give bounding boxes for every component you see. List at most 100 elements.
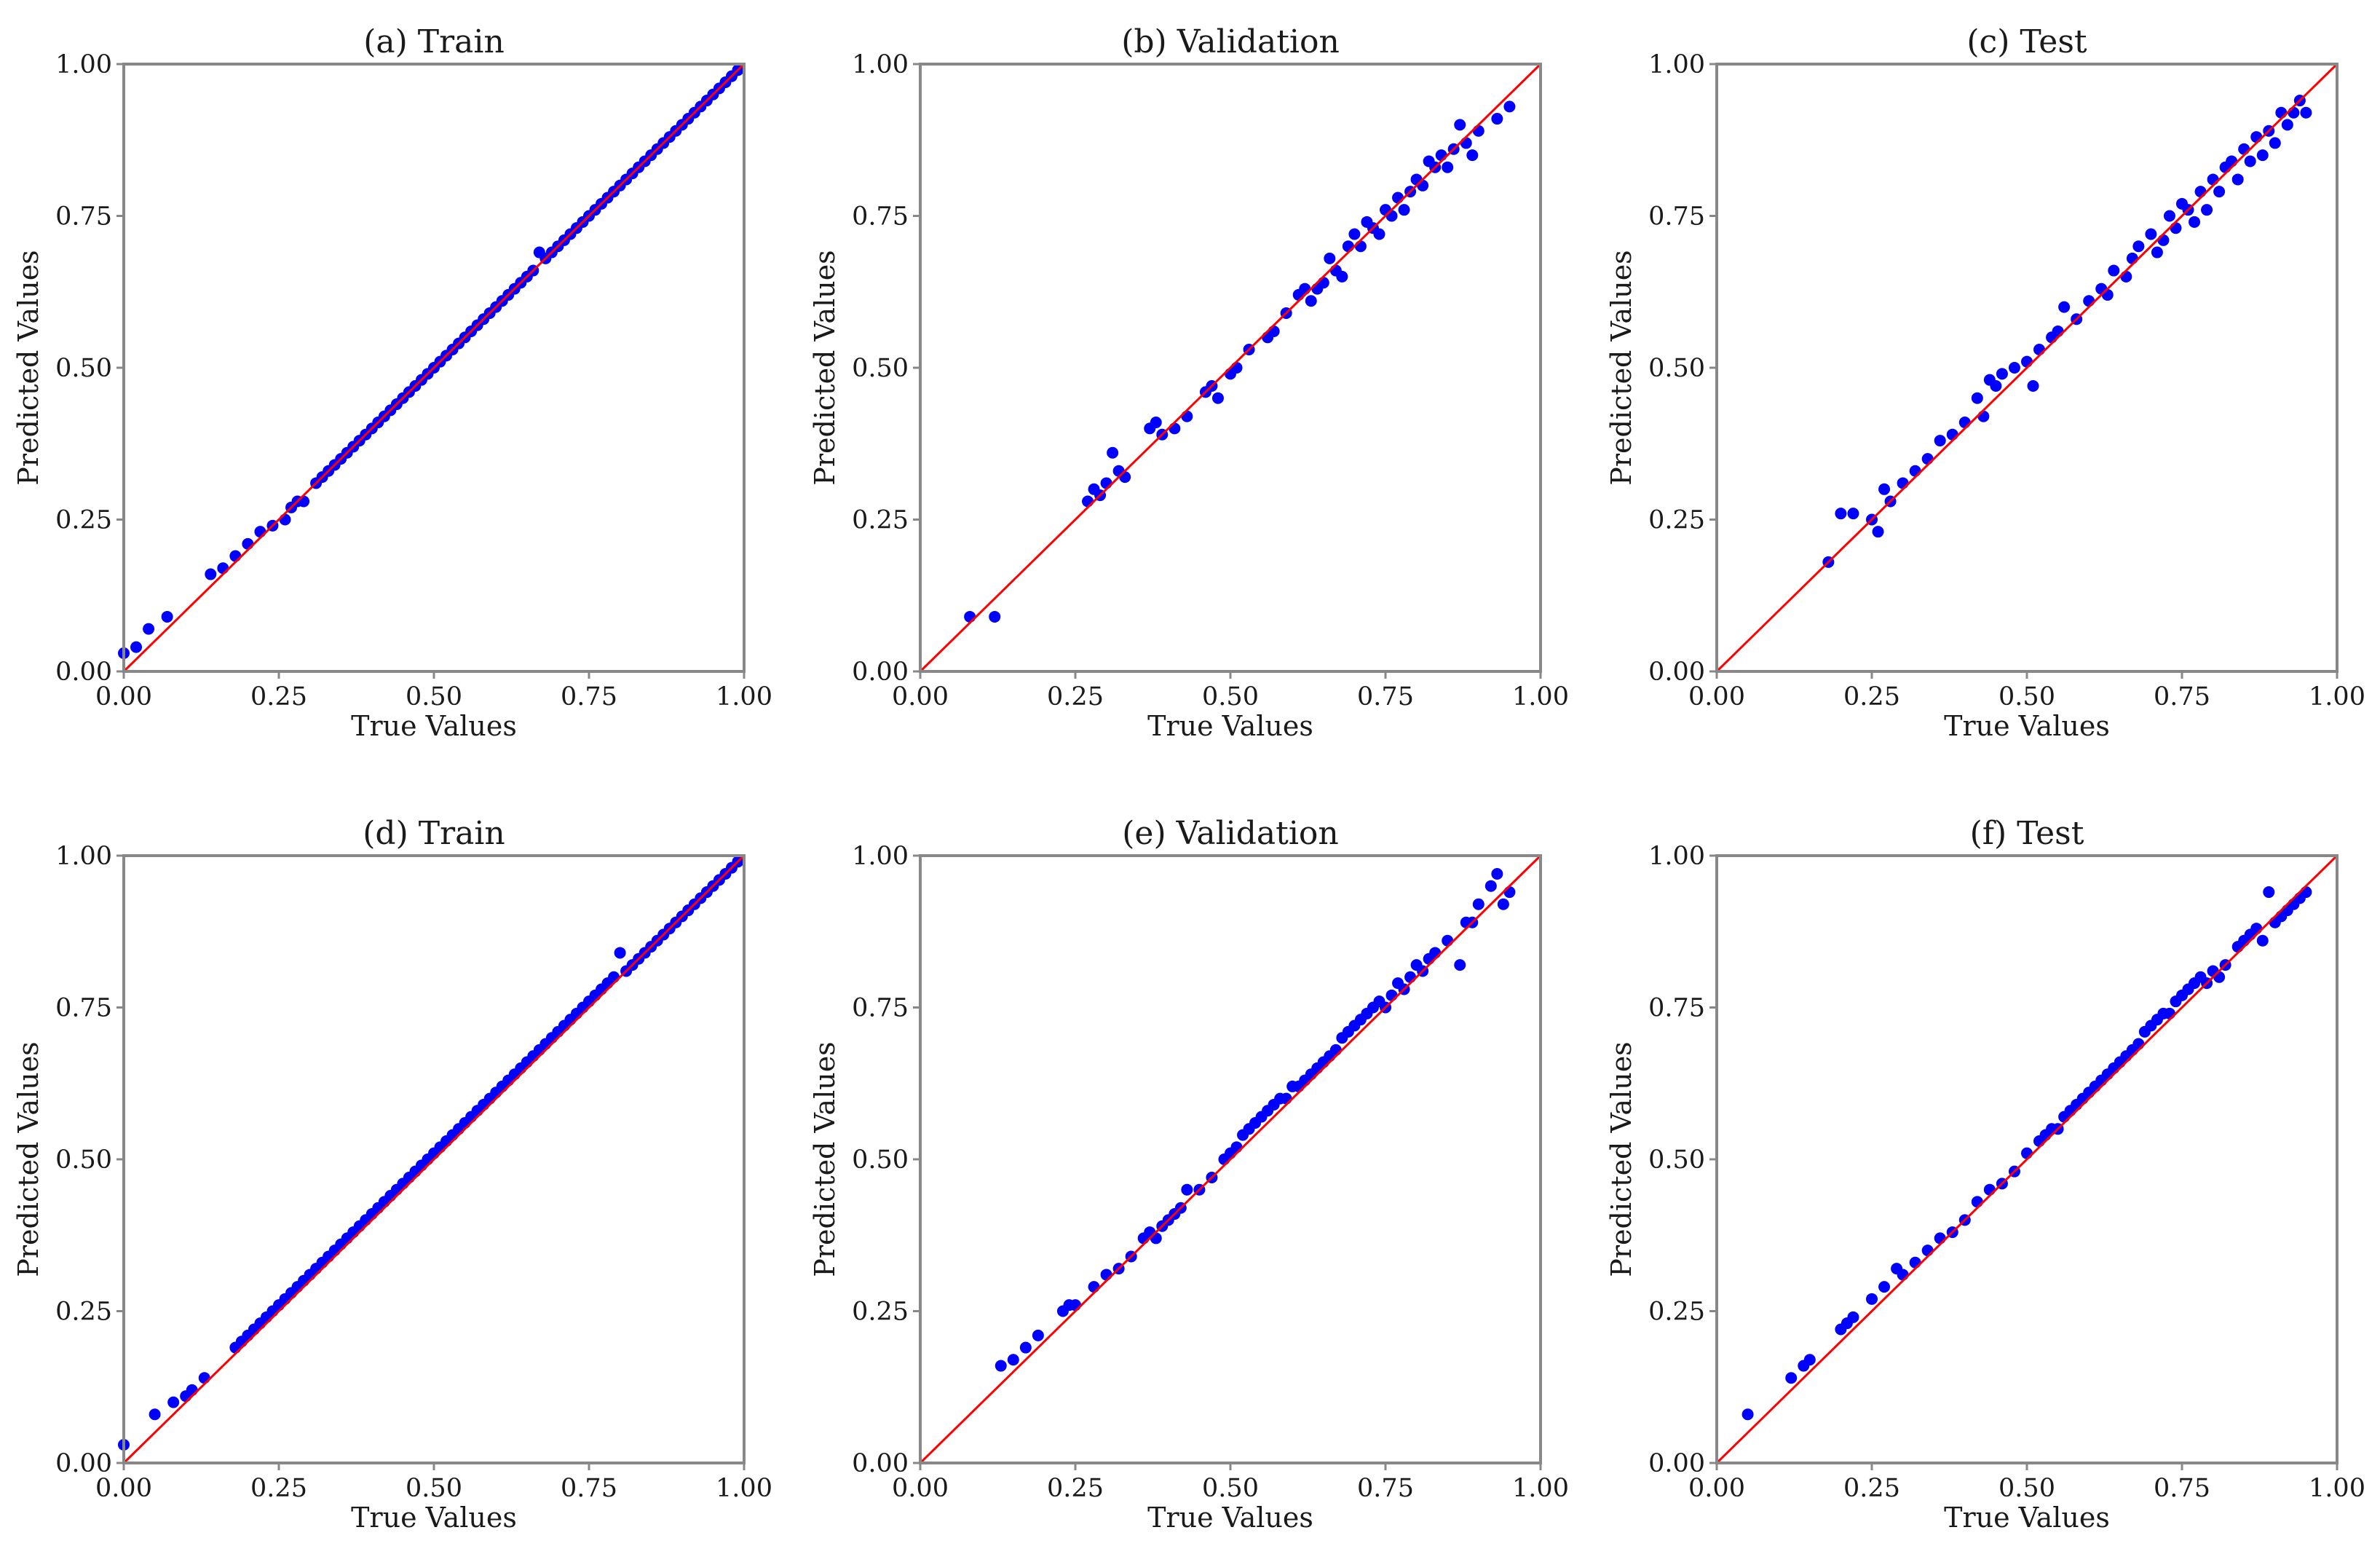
data-point <box>2163 1007 2175 1019</box>
data-point <box>242 537 254 550</box>
data-point <box>2101 288 2114 301</box>
y-axis-label: Predicted Values <box>1605 1041 1637 1277</box>
data-point <box>1460 137 1472 149</box>
data-point <box>1497 898 1509 910</box>
data-point <box>1435 149 1447 162</box>
data-point <box>1454 119 1466 131</box>
data-point <box>186 1384 198 1396</box>
data-point <box>279 513 291 526</box>
data-point <box>1150 1232 1162 1245</box>
data-point <box>1007 1354 1019 1366</box>
data-point <box>2238 143 2250 155</box>
x-tick-label: 0.50 <box>1202 1474 1259 1503</box>
axes-frame <box>122 854 746 1464</box>
y-tick-label: 0.00 <box>1648 1449 1705 1478</box>
data-point <box>1934 1232 1946 1245</box>
x-tick-label: 0.25 <box>1843 1474 1900 1503</box>
y-tick-label: 0.00 <box>852 1449 909 1478</box>
data-point <box>2189 216 2201 228</box>
data-point <box>161 610 173 623</box>
data-point <box>1150 417 1162 429</box>
subplot-e: 0.00 0.25 0.50 0.75 1.00 0.00 0.25 0.50 0.75 1.00… <box>809 815 1569 1534</box>
data-point <box>1299 283 1311 295</box>
data-point <box>2244 155 2256 167</box>
x-tick-label: 0.00 <box>95 1474 152 1503</box>
data-point <box>1107 446 1119 459</box>
data-point <box>1119 471 1131 484</box>
ideal-fit-line <box>1715 854 2339 1464</box>
x-tick-label: 1.00 <box>2309 682 2365 711</box>
data-point <box>1971 1196 1983 1208</box>
y-axis-label: Predicted Values <box>809 1041 841 1277</box>
data-point <box>1958 417 1971 429</box>
y-tick-label: 0.00 <box>55 1449 112 1478</box>
data-point <box>1878 1281 1891 1293</box>
y-tick-label: 0.25 <box>852 506 909 535</box>
y-tick-label: 0.25 <box>55 1298 112 1327</box>
data-point <box>2201 204 2213 216</box>
y-axis-label: Predicted Values <box>12 1041 44 1277</box>
ideal-fit-line <box>122 854 746 1464</box>
y-tick-label: 0.75 <box>852 202 909 232</box>
data-point <box>2275 106 2288 119</box>
data-point <box>1169 422 1181 435</box>
data-point <box>2281 119 2293 131</box>
axes-frame <box>122 63 746 673</box>
data-point <box>1305 295 1317 307</box>
subplot-title: (b) Validation <box>1121 23 1340 60</box>
y-tick-label: 0.75 <box>852 994 909 1023</box>
data-point <box>1491 113 1503 125</box>
x-tick-label: 0.50 <box>1202 682 1259 711</box>
data-point <box>2226 155 2238 167</box>
x-tick-label: 0.00 <box>1688 1474 1745 1503</box>
x-tick-label: 0.25 <box>1047 1474 1104 1503</box>
data-point <box>2300 106 2312 119</box>
data-point <box>1847 1311 1859 1323</box>
data-point <box>298 495 310 508</box>
data-point <box>1404 971 1417 983</box>
y-tick-label: 0.25 <box>1648 506 1705 535</box>
data-point <box>1070 1299 1081 1312</box>
data-point <box>1442 934 1454 947</box>
data-point <box>2027 380 2039 393</box>
y-tick-label: 0.50 <box>852 1145 909 1175</box>
data-point <box>1946 428 1958 441</box>
x-axis-label: True Values <box>1147 1502 1313 1534</box>
data-point <box>229 550 242 562</box>
subplot-b: 0.00 0.25 0.50 0.75 1.00 0.00 0.25 0.50 0.75 1.00… <box>809 23 1569 742</box>
subplot-title: (e) Validation <box>1122 815 1338 852</box>
data-point <box>2256 934 2269 947</box>
data-point <box>2052 325 2064 337</box>
data-point <box>1866 1293 1878 1305</box>
y-tick-label: 1.00 <box>852 50 909 79</box>
data-point <box>2145 228 2157 240</box>
data-point <box>1385 989 1398 1001</box>
data-point <box>130 641 143 653</box>
data-point <box>2250 923 2263 935</box>
y-axis-label: Predicted Values <box>12 250 44 485</box>
data-point <box>2151 246 2163 259</box>
data-point <box>2120 270 2132 283</box>
data-point <box>2108 264 2120 277</box>
data-point <box>964 610 976 623</box>
data-point <box>1032 1329 1044 1341</box>
data-point <box>1971 392 1983 404</box>
data-point <box>1429 947 1442 959</box>
x-tick-label: 0.25 <box>250 1474 307 1503</box>
data-point <box>1417 179 1429 192</box>
x-tick-label: 0.00 <box>95 682 152 711</box>
y-axis-label: Predicted Values <box>809 250 841 485</box>
data-point <box>1835 508 1847 520</box>
x-tick-label: 0.75 <box>2154 1474 2210 1503</box>
data-point <box>2033 343 2046 355</box>
data-point <box>2163 210 2175 222</box>
data-point <box>1872 526 1884 538</box>
data-point <box>995 1360 1007 1372</box>
data-point <box>1897 1269 1909 1281</box>
axes-frame <box>919 63 1542 673</box>
data-point <box>2213 186 2226 198</box>
data-point <box>2008 362 2020 374</box>
x-tick-label: 0.50 <box>406 1474 462 1503</box>
data-point <box>167 1396 180 1408</box>
